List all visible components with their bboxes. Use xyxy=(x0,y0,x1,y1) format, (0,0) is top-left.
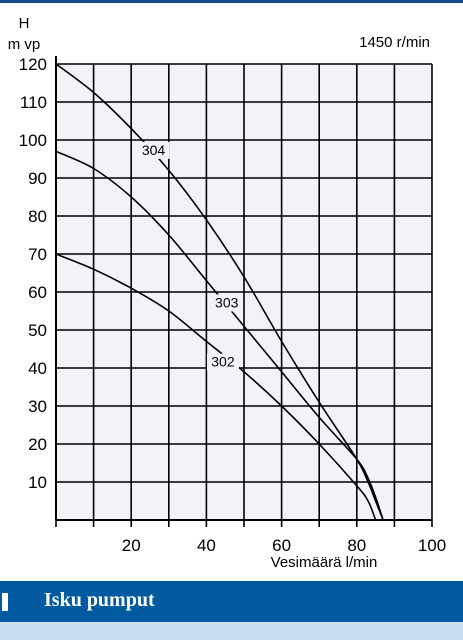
y-tick-label: 10 xyxy=(28,473,47,492)
x-axis-label: Vesimäärä l/min xyxy=(271,554,378,571)
series-line-304 xyxy=(55,63,384,521)
speed-label: 1450 r/min xyxy=(359,34,430,51)
section-bullet xyxy=(2,593,8,611)
section-title: Isku pumput xyxy=(44,589,155,611)
pump-curve-chart: 10 20 30 40 50 60 70 80 90 100 110 120 20 40 60 80 100 3… xyxy=(8,15,447,571)
series-label-bg xyxy=(210,294,243,312)
axes xyxy=(55,56,433,527)
series-line-302 xyxy=(55,253,377,521)
y-tick-label: 120 xyxy=(19,55,47,74)
series-lines xyxy=(55,63,384,521)
y-tick-label: 80 xyxy=(28,207,47,226)
x-tick-label: 80 xyxy=(347,536,366,555)
y-tick-label: 40 xyxy=(28,359,47,378)
grid xyxy=(56,63,433,520)
y-tick-label: 100 xyxy=(19,131,47,150)
series-label-bg xyxy=(206,353,239,371)
y-tick-label: 90 xyxy=(28,169,47,188)
y-axis-label-line2: m vp xyxy=(8,36,41,53)
x-tick-label: 100 xyxy=(418,536,446,555)
y-tick-label: 20 xyxy=(28,435,47,454)
series-label-303: 303 xyxy=(215,295,239,311)
series-labels: 304 303 302 xyxy=(137,141,243,371)
series-label-304: 304 xyxy=(142,142,166,158)
tick-labels: 10 20 30 40 50 60 70 80 90 100 110 120 20 40 60 80 100 xyxy=(19,55,447,555)
x-tick-label: 40 xyxy=(197,536,216,555)
top-rule xyxy=(0,0,463,3)
x-tick-label: 60 xyxy=(272,536,291,555)
y-tick-label: 60 xyxy=(28,283,47,302)
y-tick-label: 30 xyxy=(28,397,47,416)
series-label-bg xyxy=(137,141,170,159)
footer-strip xyxy=(0,622,463,640)
y-tick-label: 70 xyxy=(28,245,47,264)
x-tick-label: 20 xyxy=(122,536,141,555)
series-line-303 xyxy=(55,150,384,521)
section-header-bar: Isku pumput xyxy=(0,581,463,622)
series-label-302: 302 xyxy=(211,354,235,370)
y-axis-label-line1: H xyxy=(19,15,30,32)
y-tick-label: 50 xyxy=(28,321,47,340)
y-tick-label: 110 xyxy=(20,93,47,112)
